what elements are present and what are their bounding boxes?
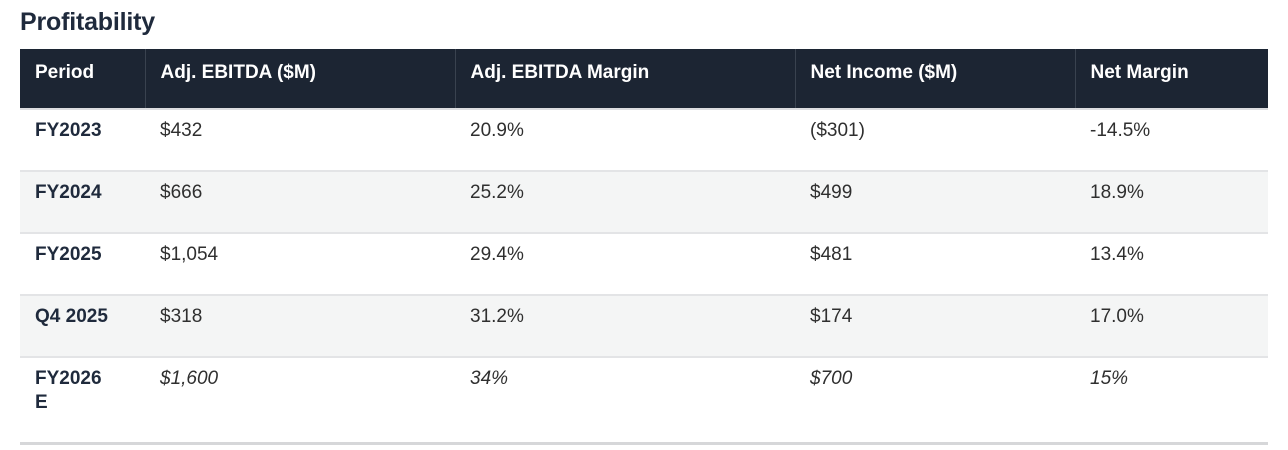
table-row: FY2024 $666 25.2% $499 18.9% [20,170,1268,233]
net-income-value: $700 [795,356,1075,444]
table-header: Period Adj. EBITDA ($M) Adj. EBITDA Marg… [20,49,1268,110]
adj-ebitda-value: $1,600 [145,356,455,444]
net-income-value: $499 [795,170,1075,233]
period-label: FY2024 [20,170,145,233]
net-margin-value: 18.9% [1075,170,1268,233]
column-header-adj-ebitda-margin: Adj. EBITDA Margin [454,49,795,110]
adj-ebitda-margin-value: 20.9% [455,109,795,171]
period-label: FY2023 [20,109,145,171]
adj-ebitda-value: $432 [145,109,455,171]
column-header-adj-ebitda: Adj. EBITDA ($M) [144,49,455,110]
table-row-estimate: FY2026 E $1,600 34% $700 15% [20,356,1268,444]
net-margin-value: -14.5% [1075,109,1268,171]
adj-ebitda-value: $318 [145,294,455,357]
period-label: FY2025 [20,232,145,295]
adj-ebitda-margin-value: 25.2% [455,170,795,233]
adj-ebitda-margin-value: 34% [455,356,795,444]
adj-ebitda-margin-value: 29.4% [455,232,795,295]
profitability-table: Period Adj. EBITDA ($M) Adj. EBITDA Marg… [20,49,1268,445]
column-header-net-income: Net Income ($M) [794,49,1075,110]
period-label: Q4 2025 [20,294,145,357]
column-header-net-margin: Net Margin [1074,49,1268,110]
net-margin-value: 13.4% [1075,232,1268,295]
table-body: FY2023 $432 20.9% ($301) -14.5% FY2024 $… [20,109,1268,444]
net-margin-value: 15% [1075,356,1268,444]
net-income-value: $174 [795,294,1075,357]
table-row: FY2025 $1,054 29.4% $481 13.4% [20,232,1268,295]
column-header-period: Period [20,49,145,110]
table-row: Q4 2025 $318 31.2% $174 17.0% [20,294,1268,357]
table-row: FY2023 $432 20.9% ($301) -14.5% [20,109,1268,171]
adj-ebitda-margin-value: 31.2% [455,294,795,357]
page-title: Profitability [20,8,155,36]
table-header-row: Period Adj. EBITDA ($M) Adj. EBITDA Marg… [20,49,1268,110]
net-income-value: $481 [795,232,1075,295]
adj-ebitda-value: $1,054 [145,232,455,295]
net-income-value: ($301) [795,109,1075,171]
net-margin-value: 17.0% [1075,294,1268,357]
adj-ebitda-value: $666 [145,170,455,233]
period-label: FY2026 E [20,356,145,444]
